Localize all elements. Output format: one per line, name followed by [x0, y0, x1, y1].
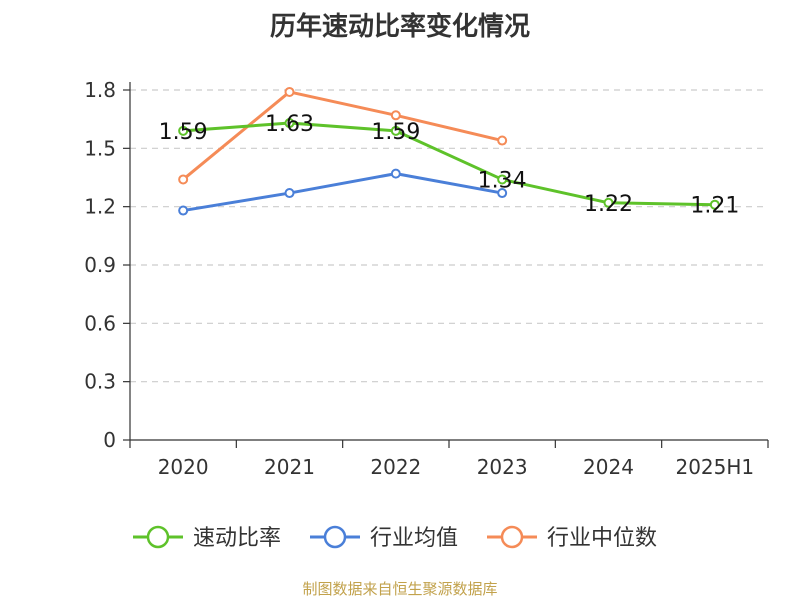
series-line — [183, 121, 715, 207]
data-label: 1.59 — [371, 120, 420, 145]
data-label: 1.34 — [478, 168, 527, 193]
x-tick-label: 2021 — [264, 455, 315, 479]
source-note: 制图数据来自恒生聚源数据库 — [302, 580, 498, 598]
data-point — [497, 135, 508, 146]
data-point — [497, 188, 508, 199]
data-label: 1.59 — [159, 120, 208, 145]
data-point — [284, 86, 295, 97]
x-tick-label: 2023 — [477, 455, 528, 479]
data-point — [284, 188, 295, 199]
legend-marker — [146, 525, 170, 549]
data-point — [603, 197, 614, 208]
x-tick-label: 2022 — [370, 455, 421, 479]
data-point — [390, 125, 401, 136]
y-tick-label: 0.6 — [84, 311, 116, 335]
legend-label: 行业中位数 — [547, 526, 657, 551]
data-point — [178, 125, 189, 136]
data-point — [178, 205, 189, 216]
series-line — [182, 90, 503, 181]
legend-label: 行业均值 — [370, 526, 458, 551]
data-point — [709, 199, 720, 210]
y-tick-label: 1.8 — [84, 78, 116, 102]
legend-marker — [500, 525, 524, 549]
series-line — [182, 172, 503, 213]
y-tick-label: 1.5 — [84, 136, 116, 160]
data-point — [390, 110, 401, 121]
data-label: 1.21 — [690, 194, 739, 219]
data-label: 1.63 — [265, 112, 314, 137]
x-tick-label: 2025H1 — [675, 455, 754, 479]
legend-marker — [323, 525, 347, 549]
y-tick-label: 0 — [103, 428, 116, 452]
data-point — [284, 118, 295, 129]
y-tick-label: 0.3 — [84, 370, 116, 394]
x-tick-label: 2020 — [158, 455, 209, 479]
legend-label: 速动比率 — [193, 526, 281, 551]
data-point — [390, 168, 401, 179]
y-tick-label: 0.9 — [84, 253, 116, 277]
y-tick-label: 1.2 — [84, 195, 116, 219]
data-point — [497, 174, 508, 185]
chart-title: 历年速动比率变化情况 — [269, 12, 530, 42]
x-tick-label: 2024 — [583, 455, 634, 479]
data-point — [178, 174, 189, 185]
data-label: 1.22 — [584, 192, 633, 217]
